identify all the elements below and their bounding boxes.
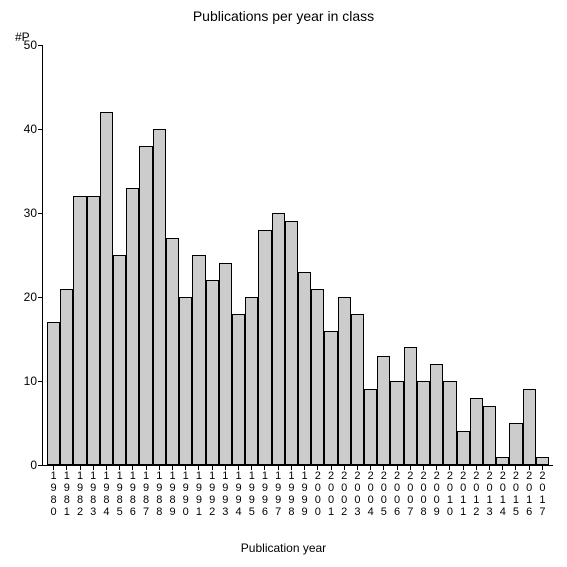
bar (523, 389, 536, 465)
bar (536, 457, 549, 465)
bar (377, 356, 390, 465)
x-tick-label: 1 9 9 7 (272, 470, 284, 518)
x-tick-label: 1 9 9 5 (246, 470, 258, 518)
x-tick-label: 1 9 9 9 (299, 470, 311, 518)
bar (258, 230, 271, 465)
x-tick-label: 2 0 1 0 (444, 470, 456, 518)
y-tick-mark (38, 129, 43, 130)
x-tick-label: 2 0 1 5 (510, 470, 522, 518)
y-tick-mark (38, 213, 43, 214)
bar (272, 213, 285, 465)
x-tick-label: 1 9 9 8 (285, 470, 297, 518)
x-tick-label: 2 0 1 1 (457, 470, 469, 518)
x-tick-label: 2 0 0 2 (338, 470, 350, 518)
x-tick-label: 2 0 1 4 (497, 470, 509, 518)
y-tick-label: 50 (15, 38, 37, 52)
y-tick-mark (38, 45, 43, 46)
bar (430, 364, 443, 465)
bar (139, 146, 152, 465)
x-tick-label: 2 0 0 7 (404, 470, 416, 518)
x-tick-label: 2 0 0 1 (325, 470, 337, 518)
bar (153, 129, 166, 465)
y-tick-label: 0 (15, 458, 37, 472)
x-tick-label: 1 9 9 1 (193, 470, 205, 518)
x-tick-label: 2 0 1 7 (536, 470, 548, 518)
bar (470, 398, 483, 465)
bar (245, 297, 258, 465)
x-tick-label: 1 9 9 3 (219, 470, 231, 518)
bar (87, 196, 100, 465)
x-tick-label: 1 9 8 4 (100, 470, 112, 518)
x-tick-label: 1 9 8 1 (61, 470, 73, 518)
bar (298, 272, 311, 465)
x-tick-label: 2 0 0 9 (431, 470, 443, 518)
x-tick-label: 1 9 8 6 (127, 470, 139, 518)
bar (179, 297, 192, 465)
bar (311, 289, 324, 465)
x-tick-label: 1 9 8 0 (48, 470, 60, 518)
bar (232, 314, 245, 465)
chart-title: Publications per year in class (0, 8, 567, 24)
y-tick-mark (38, 297, 43, 298)
bar (60, 289, 73, 465)
x-tick-label: 1 9 9 4 (233, 470, 245, 518)
bar (47, 322, 60, 465)
x-tick-label: 1 9 9 6 (259, 470, 271, 518)
plot-area: 01020304050 1 9 8 01 9 8 11 9 8 21 9 8 3… (42, 45, 553, 466)
bar (483, 406, 496, 465)
bar (73, 196, 86, 465)
x-tick-label: 1 9 9 2 (206, 470, 218, 518)
chart-container: Publications per year in class #P 010203… (0, 0, 567, 567)
y-tick-label: 10 (15, 374, 37, 388)
bar (404, 347, 417, 465)
bar (113, 255, 126, 465)
y-tick-label: 40 (15, 122, 37, 136)
bar (364, 389, 377, 465)
x-tick-label: 2 0 1 6 (523, 470, 535, 518)
y-tick-label: 20 (15, 290, 37, 304)
bar (166, 238, 179, 465)
x-tick-label: 1 9 8 5 (114, 470, 126, 518)
bar (126, 188, 139, 465)
bar (192, 255, 205, 465)
x-tick-label: 2 0 0 6 (391, 470, 403, 518)
x-tick-label: 2 0 0 0 (312, 470, 324, 518)
x-tick-label: 2 0 0 4 (365, 470, 377, 518)
y-tick-mark (38, 465, 43, 466)
x-tick-label: 2 0 0 5 (378, 470, 390, 518)
x-tick-label: 2 0 1 2 (470, 470, 482, 518)
x-tick-label: 1 9 9 0 (180, 470, 192, 518)
bar (417, 381, 430, 465)
bar (496, 457, 509, 465)
y-tick-mark (38, 381, 43, 382)
bar (338, 297, 351, 465)
x-tick-label: 2 0 0 8 (418, 470, 430, 518)
x-tick-label: 1 9 8 9 (167, 470, 179, 518)
x-tick-label: 1 9 8 2 (74, 470, 86, 518)
bar (443, 381, 456, 465)
bar (390, 381, 403, 465)
x-tick-label: 1 9 8 8 (153, 470, 165, 518)
bar (457, 431, 470, 465)
x-tick-label: 1 9 8 7 (140, 470, 152, 518)
bar (285, 221, 298, 465)
x-axis-label: Publication year (0, 541, 567, 555)
bar (351, 314, 364, 465)
x-tick-label: 2 0 1 3 (484, 470, 496, 518)
bar (509, 423, 522, 465)
x-tick-label: 1 9 8 3 (87, 470, 99, 518)
bar (100, 112, 113, 465)
bar (206, 280, 219, 465)
y-tick-label: 30 (15, 206, 37, 220)
bar (219, 263, 232, 465)
bars-group (43, 45, 553, 465)
bar (324, 331, 337, 465)
x-tick-label: 2 0 0 3 (351, 470, 363, 518)
